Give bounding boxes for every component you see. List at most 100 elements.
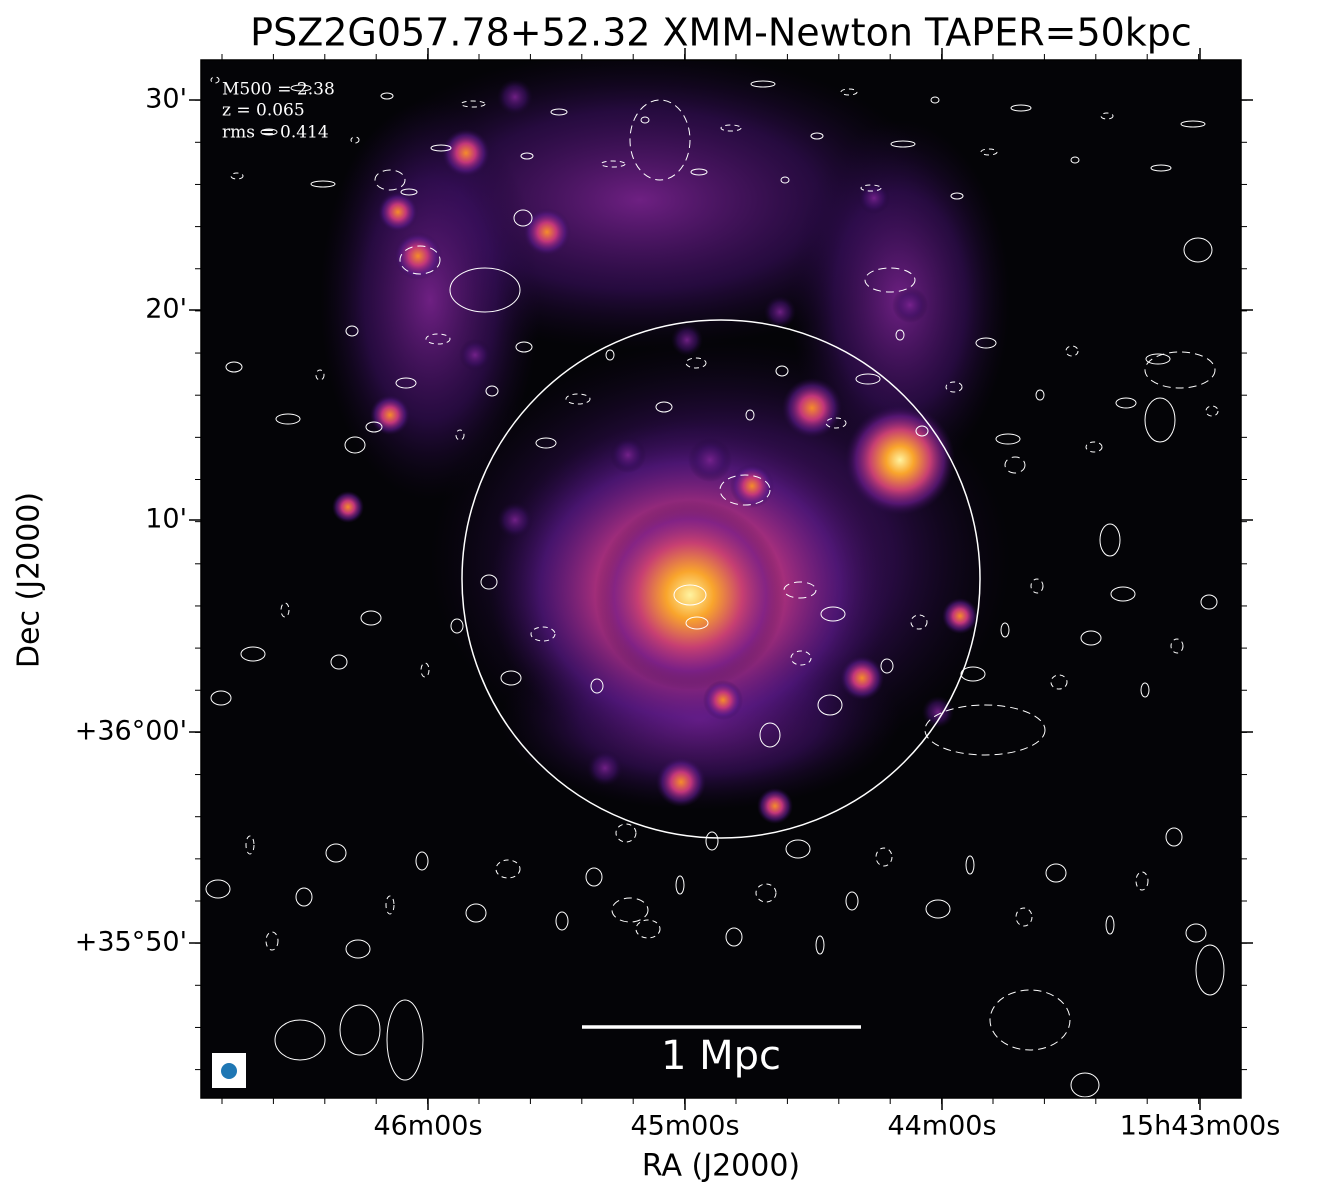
radio-contour: [880, 658, 894, 674]
radio-contour: [465, 903, 487, 923]
radio-contour: [1150, 164, 1172, 172]
radio-contour: [855, 373, 881, 385]
radio-contour: [783, 581, 817, 599]
radio-contour: [455, 429, 465, 441]
radio-contour: [1045, 863, 1067, 883]
annotation: M500 = 2.38: [222, 80, 335, 100]
point-source: [610, 437, 646, 473]
radio-contour: [230, 172, 244, 180]
radio-contour: [890, 140, 916, 148]
radio-contour: [820, 606, 846, 622]
radio-contour: [585, 867, 603, 887]
radio-contour: [513, 209, 533, 227]
radio-contour: [915, 425, 929, 437]
radio-contour: [225, 361, 243, 373]
radio-contour: [275, 413, 301, 425]
point-source: [656, 757, 706, 807]
radio-contour: [399, 245, 441, 275]
y-tick-label: 20': [145, 294, 187, 325]
radio-contour: [895, 329, 905, 341]
radio-contour: [315, 369, 325, 381]
radio-contour: [1205, 405, 1219, 417]
radio-contour: [780, 176, 790, 184]
point-source: [497, 502, 533, 538]
point-source: [942, 598, 978, 634]
chart-title: PSZ2G057.78+52.32 XMM-Newton TAPER=50kpc: [250, 11, 1192, 55]
radio-contour: [515, 341, 533, 353]
point-source: [840, 656, 884, 700]
radio-contour: [1115, 397, 1137, 409]
radio-contour: [945, 381, 963, 393]
point-source: [671, 324, 703, 356]
radio-contour: [635, 919, 661, 939]
radio-contour: [420, 662, 430, 678]
radio-contour: [339, 1004, 381, 1056]
radio-contour: [960, 666, 986, 682]
radio-contour: [460, 100, 486, 108]
radio-contour: [759, 722, 781, 748]
y-tick-label: +35°50': [75, 927, 187, 958]
radio-contour: [1140, 682, 1150, 698]
radio-contour: [555, 911, 569, 931]
radio-contour: [615, 823, 637, 843]
point-source: [845, 405, 955, 515]
radio-contour: [430, 144, 452, 152]
radio-contour: [240, 646, 266, 662]
radio-contour: [750, 80, 776, 88]
scale-bar-label: 1 Mpc: [661, 1033, 781, 1079]
radio-contour: [950, 192, 964, 200]
radio-contour: [655, 401, 673, 413]
radio-contour: [1144, 351, 1216, 389]
point-source: [394, 232, 442, 280]
radio-contour: [995, 433, 1021, 445]
x-axis-label: RA (J2000): [642, 1149, 800, 1184]
x-tick-label: 44m00s: [887, 1111, 996, 1142]
xray-image: [205, 60, 1225, 1098]
point-source: [459, 339, 491, 371]
radio-contour: [775, 365, 789, 377]
radio-contour: [386, 999, 424, 1081]
radio-contour: [350, 136, 360, 144]
radio-contour: [520, 152, 534, 160]
radio-contour: [925, 899, 951, 919]
radio-contour: [1050, 674, 1068, 690]
radio-contour: [1105, 915, 1115, 935]
radio-contour: [1195, 944, 1225, 996]
radio-contour: [210, 690, 232, 706]
radio-contour: [1180, 120, 1206, 128]
radio-contour: [790, 650, 812, 666]
y-tick-label: 30': [145, 84, 187, 115]
radio-contour: [815, 935, 825, 955]
radio-contour: [685, 616, 709, 630]
radio-contour: [910, 614, 928, 630]
radio-contour: [924, 704, 1046, 756]
radio-contour: [685, 357, 707, 369]
y-axis-label: Dec (J2000): [12, 492, 47, 668]
point-source: [587, 750, 623, 786]
radio-contour: [745, 409, 755, 421]
radio-contour: [485, 385, 499, 397]
plot-frame: [200, 59, 1242, 1099]
radio-contour: [1145, 353, 1171, 365]
radio-contour: [590, 678, 604, 694]
y-tick-label: 10': [145, 504, 187, 535]
point-source: [757, 788, 793, 824]
radio-contour: [480, 574, 498, 590]
radio-contour: [325, 843, 347, 863]
radio-contour: [975, 337, 997, 349]
point-source: [595, 500, 785, 690]
radio-contour: [860, 184, 882, 192]
radio-contour: [1165, 827, 1183, 847]
radio-contour: [274, 1019, 326, 1061]
radio-contour: [705, 831, 719, 851]
radio-contour: [629, 99, 691, 181]
radio-contour: [450, 618, 464, 634]
radio-contour: [1135, 871, 1149, 891]
radio-contour: [673, 584, 707, 606]
radio-contour: [345, 325, 359, 337]
radio-contour: [1185, 923, 1207, 943]
radio-contour: [415, 851, 429, 871]
radio-contour: [425, 333, 451, 345]
radio-contour: [1080, 630, 1102, 646]
radio-contour: [1183, 237, 1213, 263]
